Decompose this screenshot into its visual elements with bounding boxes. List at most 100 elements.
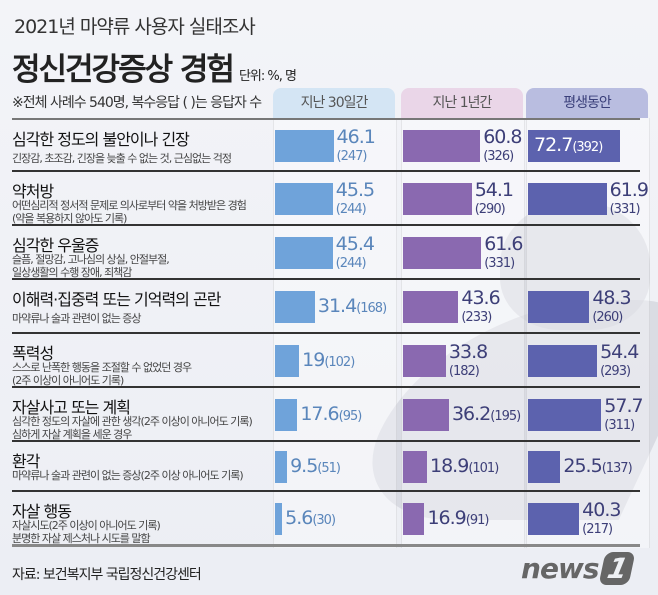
respondent-count: (326): [483, 149, 514, 164]
value-number: 31.4: [317, 295, 357, 317]
row-title: 심각한 정도의 불안이나 긴장: [12, 130, 190, 149]
value-label: 25.5(137): [563, 455, 633, 477]
row-divider: [12, 224, 640, 226]
bar-30days: [275, 130, 334, 162]
bar-lifetime: [528, 451, 561, 483]
value-number: 60.8: [483, 126, 522, 148]
respondent-count: (217): [582, 522, 613, 537]
row-description: 마약류나 술과 관련이 없는 증상(2주 이상 아니어도 기록): [12, 469, 244, 482]
bar-30days: [275, 399, 298, 431]
row-divider: [12, 278, 640, 280]
respondent-count: (260): [592, 310, 623, 325]
value-number: 33.8: [448, 341, 488, 363]
row-divider: [12, 386, 640, 388]
value-label: 45.4 (244): [335, 235, 375, 272]
respondent-count: (95): [338, 409, 363, 424]
row-description: 마약류나 술과 관련이 없는 증상: [12, 312, 142, 325]
value-number: 18.9: [430, 455, 469, 477]
value-label: 33.8 (182): [448, 341, 488, 380]
value-label: 31.4(168): [317, 295, 387, 317]
value-label: 46.1 (247): [336, 126, 376, 165]
bar-30days: [275, 503, 283, 535]
bar-30days: [275, 291, 315, 323]
bar-30days: [275, 183, 333, 215]
value-number: 16.9: [427, 507, 466, 529]
respondent-count: (182): [448, 364, 480, 379]
value-number: 72.7: [534, 134, 573, 156]
value-label: 57.7 (311): [604, 395, 643, 434]
value-number: 57.7: [604, 395, 643, 417]
news1-logo: news 1: [521, 552, 636, 585]
respondent-count: (293): [600, 364, 631, 379]
row-description: 슬픔, 절망감, 고나심의 상실, 안절부절, 일상생활의 수행 장애, 죄책감: [12, 253, 170, 279]
bottom-divider: [12, 544, 640, 547]
bar-30days: [275, 451, 288, 483]
value-label: 72.7(392): [534, 134, 603, 156]
bar-lifetime: [528, 291, 590, 323]
respondent-count: (233): [461, 310, 492, 325]
value-number: 9.5: [290, 455, 318, 477]
value-number: 54.4: [600, 341, 639, 363]
value-label: 45.5 (244): [335, 181, 375, 218]
bar-1year: [403, 291, 459, 323]
value-number: 36.2: [451, 403, 491, 425]
value-number: 61.6: [484, 233, 523, 255]
respondent-count: (247): [336, 149, 368, 164]
respondent-count: (137): [601, 461, 633, 476]
source-text: 자료: 보건복지부 국립정신건강센터: [12, 567, 202, 583]
value-number: 46.1: [336, 126, 376, 148]
respondent-count: (91): [465, 513, 490, 528]
title-text: 정신건강증상 경험: [12, 52, 235, 88]
bar-1year: [403, 451, 427, 483]
value-number: 40.3: [582, 499, 621, 521]
value-label: 5.6(30): [285, 509, 336, 529]
header-divider: [12, 118, 640, 120]
respondent-count: (331): [484, 256, 515, 271]
respondent-count: (331): [609, 202, 641, 217]
page-title: 정신건강증상 경험 단위: %, 명: [12, 44, 297, 89]
value-number: 25.5: [563, 455, 602, 477]
column-header: 지난 1년간: [401, 88, 523, 118]
value-number: 43.6: [461, 287, 500, 309]
bar-lifetime: [528, 399, 602, 431]
respondent-count: (392): [572, 140, 603, 155]
respondent-count: (244): [335, 202, 367, 217]
value-label: 54.4 (293): [600, 341, 639, 380]
row-title: 심각한 우울증: [12, 236, 99, 255]
bar-1year: [403, 399, 449, 431]
value-label: 61.9 (331): [609, 181, 649, 218]
row-divider: [12, 170, 640, 172]
value-number: 48.3: [592, 287, 631, 309]
subtitle: 2021년 마약류 사용자 실태조사: [14, 16, 256, 38]
value-number: 17.6: [300, 403, 339, 425]
row-title: 자살 행동: [12, 502, 72, 521]
bar-30days: [275, 345, 300, 377]
column-header: 평생동안: [526, 88, 648, 118]
bar-lifetime: [528, 130, 621, 162]
value-label: 19(102): [302, 349, 355, 371]
row-divider: [12, 490, 640, 492]
unit-label: 단위: %, 명: [238, 69, 297, 84]
respondent-count: (30): [312, 513, 336, 528]
value-label: 16.9(91): [427, 507, 490, 529]
respondent-count: (168): [356, 301, 387, 316]
respondent-count: (51): [317, 461, 341, 476]
row-divider: [12, 332, 640, 334]
row-title: 자살사고 또는 계획: [12, 398, 131, 417]
row-title: 이해력·집중력 또는 기억력의 곤란: [12, 290, 221, 309]
bar-1year: [403, 345, 446, 377]
respondent-count: (244): [335, 256, 367, 271]
value-number: 19: [302, 349, 325, 371]
value-label: 43.6 (233): [461, 287, 500, 326]
respondent-count: (102): [324, 355, 355, 370]
value-label: 36.2(195): [451, 403, 521, 425]
row-description: 어떤심리적 정서적 문제로 의사로부터 약을 처방받은 경험 (약을 복용하지 …: [12, 199, 247, 225]
respondent-count: (195): [490, 409, 521, 424]
respondent-count: (311): [604, 418, 635, 433]
value-label: 60.8 (326): [483, 126, 522, 165]
value-label: 18.9(101): [430, 455, 499, 477]
value-label: 54.1 (290): [475, 181, 514, 218]
bar-lifetime: [528, 183, 607, 215]
respondent-count: (101): [468, 461, 499, 476]
value-label: 61.6 (331): [484, 233, 523, 272]
